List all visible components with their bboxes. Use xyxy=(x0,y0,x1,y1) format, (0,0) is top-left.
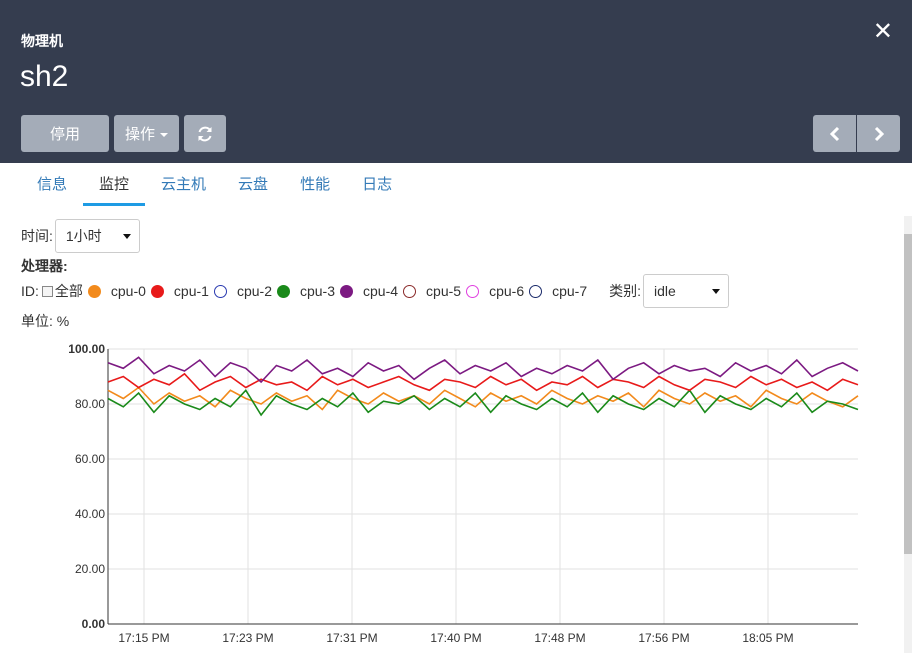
scrollbar-thumb[interactable] xyxy=(904,234,912,554)
x-tick-label: 17:15 PM xyxy=(118,631,169,645)
legend-dot-cpu-0[interactable] xyxy=(87,284,101,298)
class-select-value: idle xyxy=(654,283,676,299)
tab-monitor[interactable]: 监控 xyxy=(83,163,146,206)
prev-button[interactable] xyxy=(813,115,856,152)
class-label: 类别: xyxy=(609,283,642,299)
series-line-cpu-0 xyxy=(107,386,859,411)
legend-dot-cpu-3[interactable] xyxy=(276,284,290,298)
time-row: 时间: 1小时 xyxy=(21,218,140,254)
series-line-cpu-4 xyxy=(107,356,859,384)
id-label: ID: xyxy=(21,283,39,299)
select-all-checkbox[interactable] xyxy=(41,285,53,297)
content-scrollbar[interactable] xyxy=(904,216,912,653)
legend-label-cpu-7: cpu-7 xyxy=(552,283,588,299)
x-tick-label: 17:31 PM xyxy=(326,631,377,645)
disable-button[interactable]: 停用 xyxy=(21,115,109,152)
tab-bar: 信息 监控 云主机 云盘 性能 日志 xyxy=(21,163,408,206)
y-tick-label: 100.00 xyxy=(68,342,105,356)
legend-dot-cpu-2[interactable] xyxy=(213,284,227,298)
processor-label: 处理器: xyxy=(21,258,68,274)
x-tick-label: 17:48 PM xyxy=(534,631,585,645)
tab-disk[interactable]: 云盘 xyxy=(238,176,269,193)
cpu-legend: cpu-0 cpu-1 cpu-2 cpu-3 cpu-4 cpu-5 cpu-6 cpu-7 xyxy=(83,283,587,299)
x-tick-label: 17:56 PM xyxy=(638,631,689,645)
x-tick-label: 17:23 PM xyxy=(222,631,273,645)
operations-dropdown-button[interactable]: 操作 xyxy=(114,115,179,152)
caret-down-icon xyxy=(160,132,168,137)
tab-vm[interactable]: 云主机 xyxy=(161,176,207,193)
legend-label-cpu-5: cpu-5 xyxy=(426,283,462,299)
operations-label: 操作 xyxy=(124,126,155,143)
legend-label-cpu-1: cpu-1 xyxy=(173,283,209,299)
tab-log[interactable]: 日志 xyxy=(362,176,393,193)
legend-label-cpu-3: cpu-3 xyxy=(299,283,336,299)
refresh-icon xyxy=(198,126,212,141)
select-arrow-icon xyxy=(122,234,131,239)
refresh-button[interactable] xyxy=(184,115,226,152)
tab-performance[interactable]: 性能 xyxy=(300,176,331,193)
cpu-usage-chart: 100.00 80.00 60.00 40.00 20.00 0.00 17:15 PM 17… xyxy=(68,342,859,645)
x-tick-label: 17:40 PM xyxy=(430,631,481,645)
time-select-value: 1小时 xyxy=(65,228,102,244)
chevron-left-icon xyxy=(829,126,839,141)
legend-dot-cpu-4[interactable] xyxy=(340,284,354,298)
class-select[interactable]: idle xyxy=(643,274,730,308)
cpu-id-row: ID: 全部 cpu-0 cpu-1 cpu-2 cpu-3 cpu-4 cpu-5 cpu… xyxy=(21,273,730,309)
unit-label: 单位: % xyxy=(21,313,70,329)
series-line-cpu-1 xyxy=(107,372,859,392)
y-tick-label: 60.00 xyxy=(75,452,105,466)
select-arrow-icon xyxy=(712,289,721,294)
y-tick-label: 40.00 xyxy=(75,507,105,521)
tab-info[interactable]: 信息 xyxy=(37,176,68,193)
chevron-right-icon xyxy=(874,126,884,141)
legend-label-cpu-4: cpu-4 xyxy=(363,283,399,299)
select-all-label: 全部 xyxy=(54,283,83,299)
modal-header: 物理机 sh2 ✕ 停用 操作 xyxy=(0,0,912,163)
series-line-cpu-3 xyxy=(107,388,859,417)
y-tick-label: 80.00 xyxy=(75,397,105,411)
legend-dot-cpu-1[interactable] xyxy=(150,284,164,298)
next-button[interactable] xyxy=(857,115,900,152)
legend-dot-cpu-6[interactable] xyxy=(466,284,480,298)
time-label: 时间: xyxy=(21,228,53,244)
close-icon[interactable]: ✕ xyxy=(872,18,893,45)
page-subtitle: 物理机 xyxy=(21,33,63,49)
legend-dot-cpu-5[interactable] xyxy=(403,284,417,298)
legend-label-cpu-2: cpu-2 xyxy=(236,283,272,299)
legend-label-cpu-6: cpu-6 xyxy=(489,283,525,299)
pager xyxy=(813,115,900,152)
time-select[interactable]: 1小时 xyxy=(54,219,140,253)
x-tick-label: 18:05 PM xyxy=(742,631,793,645)
page-title: sh2 xyxy=(20,60,69,93)
y-tick-label: 20.00 xyxy=(75,562,105,576)
legend-label-cpu-0: cpu-0 xyxy=(110,283,146,299)
legend-dot-cpu-7[interactable] xyxy=(529,284,543,298)
y-tick-label: 0.00 xyxy=(82,617,106,631)
